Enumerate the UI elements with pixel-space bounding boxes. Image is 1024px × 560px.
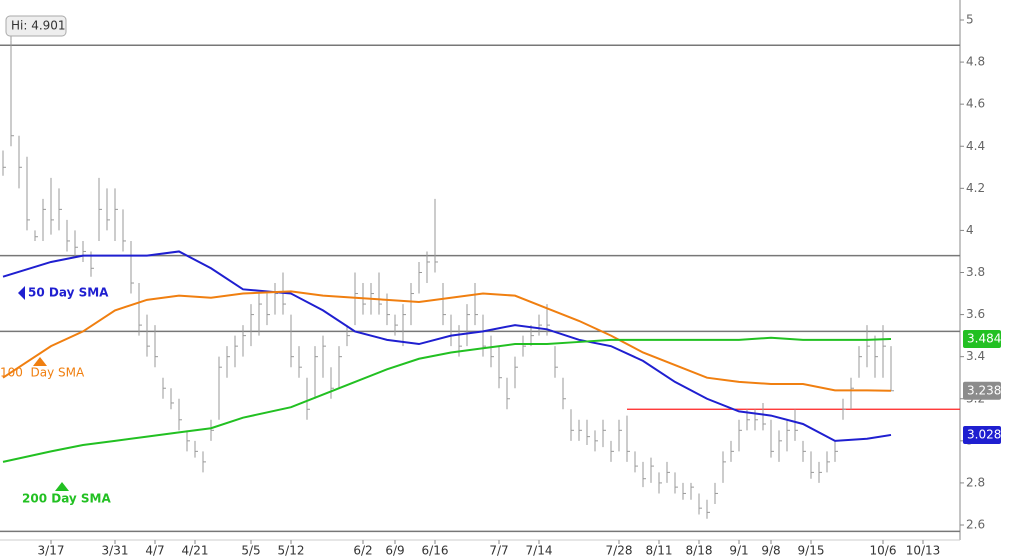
y-tick-label: 2.8 <box>966 475 985 489</box>
value-badge-label: 3.028 <box>967 427 1001 441</box>
x-tick-label: 8/18 <box>686 544 713 558</box>
moving-average <box>2 336 892 463</box>
legend-label: 50 Day SMA <box>28 286 109 300</box>
legend-marker <box>55 482 69 491</box>
x-tick-label: 9/1 <box>729 544 748 558</box>
value-badge-label: 3.238 <box>967 383 1001 397</box>
y-tick-label: 4.4 <box>966 139 985 153</box>
y-tick-label: 4.8 <box>966 55 985 69</box>
x-tick-label: 6/16 <box>422 544 449 558</box>
x-tick-label: 5/5 <box>241 544 260 558</box>
x-tick-label: 10/13 <box>906 544 941 558</box>
value-badge <box>963 381 1001 400</box>
x-tick-label: 3/17 <box>38 544 65 558</box>
x-tick-label: 7/14 <box>526 544 553 558</box>
y-tick-label: 4.6 <box>966 97 985 111</box>
x-tick-label: 4/7 <box>145 544 164 558</box>
x-tick-label: 7/7 <box>489 544 508 558</box>
x-tick-label: 7/28 <box>606 544 633 558</box>
legend-marker <box>33 357 47 366</box>
legend-marker <box>18 286 25 300</box>
value-badge <box>963 329 1001 348</box>
y-tick-label: 3.4 <box>966 349 985 363</box>
value-badge <box>963 425 1001 444</box>
y-tick-label: 4 <box>966 223 974 237</box>
y-tick-label: 3.8 <box>966 265 985 279</box>
x-tick-label: 4/21 <box>182 544 209 558</box>
x-tick-label: 10/6 <box>870 544 897 558</box>
value-badge-label: 3.484 <box>967 331 1001 345</box>
y-tick-label: 3.6 <box>966 307 985 321</box>
annotation: Hi: 4.901 <box>11 19 66 33</box>
y-tick-label: 5 <box>966 13 974 27</box>
y-tick-label: 2.6 <box>966 518 985 532</box>
x-tick-label: 5/12 <box>278 544 305 558</box>
moving-average <box>2 250 892 442</box>
x-tick-label: 6/2 <box>353 544 372 558</box>
annotation-box <box>5 15 67 37</box>
x-tick-label: 8/11 <box>646 544 673 558</box>
x-tick-label: 3/31 <box>102 544 129 558</box>
x-tick-label: 6/9 <box>385 544 404 558</box>
legend-label: 200 Day SMA <box>22 492 112 506</box>
x-tick-label: 9/15 <box>798 544 825 558</box>
x-tick-label: 9/8 <box>761 544 780 558</box>
y-tick-label: 4.2 <box>966 181 985 195</box>
moving-average <box>2 290 892 392</box>
legend-label: 100 Day SMA <box>0 366 85 380</box>
